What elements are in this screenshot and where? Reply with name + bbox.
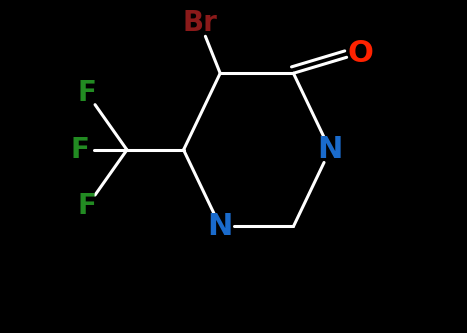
Text: F: F [71,136,90,164]
Text: F: F [78,79,96,107]
Text: F: F [78,192,96,220]
Text: N: N [318,135,343,165]
Text: Br: Br [183,9,218,37]
Text: O: O [347,39,373,68]
Text: N: N [207,212,233,241]
